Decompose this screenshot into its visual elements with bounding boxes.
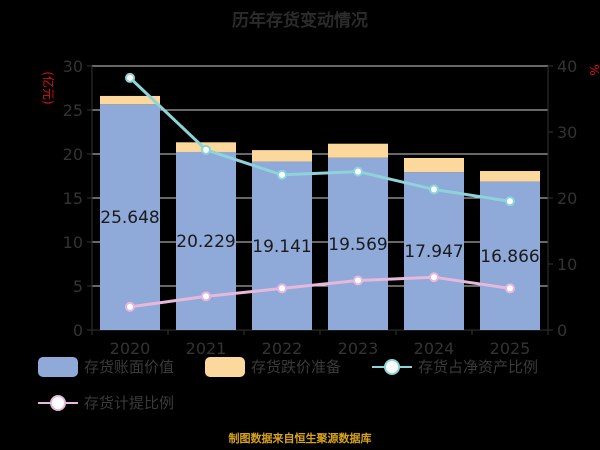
legend-swatch-provision [205, 356, 245, 377]
y-left-tick-label: 25 [63, 101, 83, 120]
legend-swatch-book-value [38, 356, 78, 377]
bar-provision [328, 143, 388, 158]
bar-value-label: 16.866 [480, 247, 539, 267]
x-tick-label: 2024 [414, 339, 455, 358]
bar-value-label: 17.947 [404, 242, 463, 262]
bar-provision [252, 150, 312, 162]
point-net-asset-ratio [277, 169, 287, 180]
bar-value-label: 19.141 [252, 237, 311, 257]
point-provision-ratio [201, 291, 211, 302]
point-provision-ratio [277, 283, 287, 294]
legend-item-net-asset-ratio[interactable]: 存货占净资产比例 [372, 356, 538, 377]
y-left-tick-label: 5 [73, 277, 83, 296]
legend-label-net-asset-ratio: 存货占净资产比例 [418, 358, 539, 376]
y-left-tick-label: 10 [63, 233, 83, 252]
x-tick-label: 2021 [186, 339, 227, 358]
point-net-asset-ratio [429, 184, 439, 195]
line-net-asset-ratio [128, 76, 511, 203]
legend-label-provision: 存货跌价准备 [251, 358, 342, 376]
bar-book-value [404, 172, 464, 330]
legend-item-provision-ratio[interactable]: 存货计提比例 [38, 392, 174, 413]
point-net-asset-ratio [505, 196, 515, 207]
y-left-tick-label: 20 [63, 145, 83, 164]
bar-book-value [100, 104, 160, 330]
legend-marker-provision-ratio [38, 394, 78, 411]
y-right-tick-label: 20 [557, 189, 577, 208]
legend-item-provision[interactable]: 存货跌价准备 [205, 356, 341, 377]
y-left-axis-label: (亿元) [41, 71, 56, 104]
x-tick-label: 2020 [110, 339, 151, 358]
point-net-asset-ratio [353, 166, 363, 177]
y-left-tick-label: 30 [63, 57, 83, 76]
chart-title: 历年存货变动情况 [232, 11, 368, 31]
y-right-tick-label: 30 [557, 123, 577, 142]
legend-marker-net-asset-ratio [372, 358, 412, 375]
point-provision-ratio [429, 272, 439, 283]
bar-book-value [252, 161, 312, 330]
bar-value-label: 19.569 [328, 235, 387, 255]
line-provision-ratio [129, 275, 511, 309]
point-net-asset-ratio [201, 144, 211, 155]
legend-label-provision-ratio: 存货计提比例 [84, 394, 175, 412]
source-footer: 制图数据来自恒生聚源数据库 [228, 432, 372, 445]
bar-value-label: 25.648 [100, 208, 159, 228]
point-provision-ratio [353, 275, 363, 286]
bar-provision [404, 157, 464, 173]
y-right-tick-label: 0 [557, 321, 567, 340]
x-tick-label: 2022 [262, 339, 303, 358]
bar-provision [100, 95, 160, 105]
point-provision-ratio [125, 301, 135, 312]
y-left-tick-label: 15 [63, 189, 83, 208]
legend-item-book-value[interactable]: 存货账面价值 [38, 356, 174, 377]
x-tick-label: 2025 [490, 339, 531, 358]
bar-value-label: 20.229 [176, 232, 235, 252]
bar-book-value [328, 157, 388, 330]
y-left-tick-label: 0 [73, 321, 83, 340]
legend-label-book-value: 存货账面价值 [84, 358, 175, 376]
point-provision-ratio [505, 283, 515, 294]
point-net-asset-ratio [125, 72, 135, 83]
y-right-tick-label: 10 [557, 255, 577, 274]
bar-book-value [480, 181, 540, 330]
y-right-tick-label: 40 [557, 57, 577, 76]
x-tick-label: 2023 [338, 339, 379, 358]
bar-provision [480, 171, 540, 182]
y-right-axis-label: % [587, 64, 600, 75]
